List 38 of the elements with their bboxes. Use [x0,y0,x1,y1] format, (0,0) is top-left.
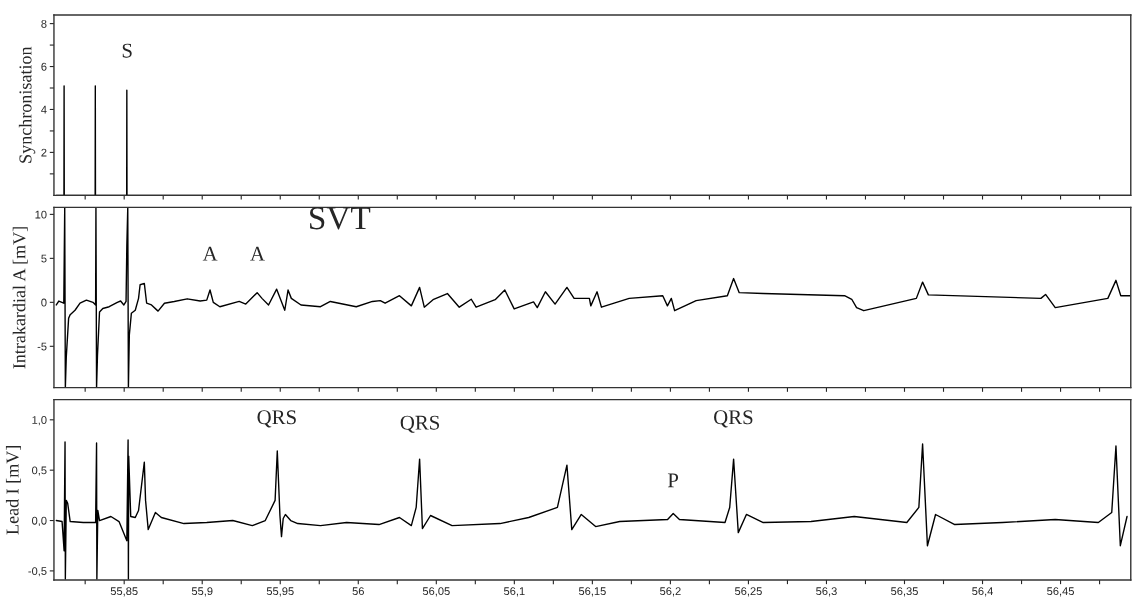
y-tick-label: -5 [37,342,47,351]
line-series [55,207,1131,388]
x-tick-label: 56,1 [503,587,525,597]
y-tick-label: 0,0 [32,516,47,526]
annotation: A [250,246,265,261]
annotation: QRS [714,410,753,428]
x-tick-label: 55,85 [110,587,138,597]
y-axis-title: Intrakardial A [mV] [12,227,28,369]
y-tick-label: 5 [41,254,47,263]
y-tick-label: 2 [41,148,47,157]
y-tick-label: 10 [35,210,47,219]
x-tick-label: 56,4 [972,587,994,597]
y-tick-label: 4 [41,105,47,114]
y-axis-title: Synchronisation [18,46,36,163]
annotation: QRS [400,415,440,433]
x-tick-label: 56,3 [816,587,837,597]
annotation: SVT [310,207,371,230]
x-tick-label: 56,25 [734,587,762,597]
y-tick-label: -0,5 [28,567,47,577]
x-tick-label: 55,9 [191,587,213,597]
x-tick-label: 56,05 [422,587,450,597]
x-tick-label: 56,15 [578,587,606,597]
y-axis-title: Lead I [mV] [5,446,21,535]
annotation: QRS [257,410,296,428]
y-tick-label: 8 [41,19,47,28]
y-tick-label: 1,0 [32,416,47,426]
annotation: A [202,246,218,261]
line-series [55,439,1128,580]
x-tick-label: 56,2 [660,587,681,597]
x-tick-label: 56,45 [1047,587,1074,597]
x-tick-label: 55,95 [266,587,294,597]
y-tick-label: 0,5 [32,466,47,476]
annotation: P [667,473,679,488]
x-tick-label: 56 [352,587,364,596]
x-tick-label: 56,35 [891,587,918,597]
y-tick-label: 0 [41,298,47,307]
annotation: S [122,43,132,58]
y-tick-label: 6 [41,62,47,71]
